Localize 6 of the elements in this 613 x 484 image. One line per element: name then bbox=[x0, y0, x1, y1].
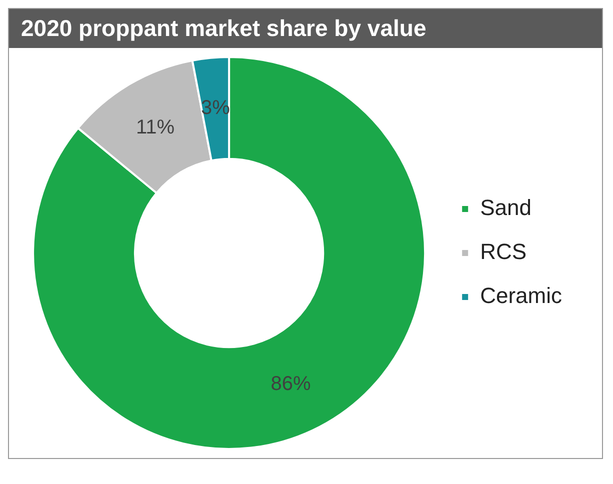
legend-label: RCS bbox=[480, 239, 527, 264]
data-label: 11% bbox=[136, 116, 175, 139]
legend-label: Ceramic bbox=[480, 283, 562, 308]
legend-label: Sand bbox=[480, 195, 532, 220]
data-label: 86% bbox=[270, 372, 312, 395]
chart-title: 2020 proppant market share by value bbox=[9, 9, 602, 48]
